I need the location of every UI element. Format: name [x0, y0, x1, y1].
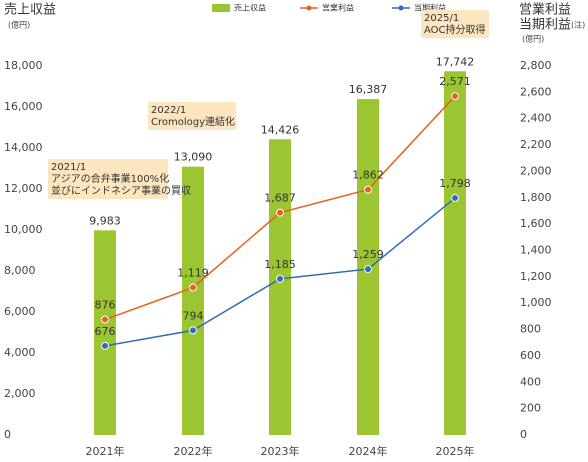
line-point: [189, 283, 197, 292]
y2-tick-label: 800: [520, 323, 541, 336]
y2-tick-label: 600: [520, 349, 541, 362]
y2-tick-label: 0: [520, 428, 527, 441]
bar-label: 9,983: [89, 214, 121, 227]
y2-tick-label: 1,000: [520, 296, 552, 309]
x-tick-label: 2025年: [436, 444, 475, 458]
y2-axis-unit: (億円): [522, 34, 544, 44]
line-label: 1,185: [264, 258, 296, 271]
bar: [182, 166, 204, 435]
bar-label: 17,742: [436, 55, 475, 68]
line-point: [451, 92, 459, 101]
legend-swatch: [398, 5, 404, 11]
line-point: [451, 194, 459, 203]
line-label: 676: [95, 325, 116, 338]
y2-tick-label: 2,800: [520, 59, 552, 72]
line-point: [364, 185, 372, 194]
annotation-text: アジアの合弁事業100%化: [51, 172, 169, 185]
annotation-box: [421, 10, 489, 38]
y2-tick-label: 1,200: [520, 270, 552, 283]
line-point: [101, 315, 109, 324]
y2-tick-label: 1,400: [520, 244, 552, 257]
legend-label: 営業利益: [322, 3, 354, 13]
annotation-box: [48, 159, 168, 199]
x-tick-label: 2022年: [174, 444, 213, 458]
y-tick-label: 14,000: [4, 141, 43, 154]
line-point: [101, 341, 109, 350]
y-tick-label: 6,000: [4, 305, 36, 318]
bar-label: 13,090: [174, 151, 213, 164]
legend-swatch: [212, 4, 230, 12]
y2-axis-title: 当期利益: [519, 18, 571, 33]
y-axis-title: 売上収益: [4, 2, 56, 18]
x-tick-label: 2021年: [86, 444, 125, 458]
y-tick-label: 0: [4, 428, 11, 441]
y2-axis-note: (注): [571, 20, 585, 30]
annotation-text: AOC持分取得: [424, 23, 486, 36]
line-point: [276, 208, 284, 217]
y2-axis-title: 営業利益: [519, 2, 571, 18]
bar-label: 16,387: [349, 83, 388, 96]
line-point: [364, 265, 372, 274]
y2-tick-label: 2,400: [520, 112, 552, 125]
legend-label: 売上収益: [234, 3, 266, 13]
y-axis-unit: (億円): [8, 20, 30, 30]
annotation-text: 並びにインドネシア事業の買収: [51, 184, 191, 197]
y-tick-label: 12,000: [4, 182, 43, 195]
annotation-text: 2022/1: [151, 105, 186, 116]
y2-tick-label: 2,000: [520, 164, 552, 177]
line-label: 1,862: [352, 169, 384, 182]
y-tick-label: 18,000: [4, 59, 43, 72]
line-point: [276, 274, 284, 283]
y-tick-label: 2,000: [4, 387, 36, 400]
line-label: 876: [95, 299, 116, 312]
x-tick-label: 2023年: [261, 444, 300, 458]
annotation-text: Cromology連結化: [151, 115, 235, 128]
line-label: 1,119: [177, 267, 209, 280]
y2-tick-label: 1,600: [520, 217, 552, 230]
y2-tick-label: 2,200: [520, 138, 552, 151]
x-tick-label: 2024年: [349, 444, 388, 458]
legend-swatch: [306, 5, 312, 11]
annotation-text: 2021/1: [51, 162, 86, 173]
y-tick-label: 16,000: [4, 100, 43, 113]
y2-tick-label: 1,800: [520, 191, 552, 204]
y-tick-label: 10,000: [4, 223, 43, 236]
bar: [269, 139, 291, 435]
annotation-box: [148, 102, 236, 130]
line-label: 2,571: [439, 75, 471, 88]
line-point: [189, 326, 197, 335]
line-label: 1,687: [264, 192, 296, 205]
bar: [444, 71, 466, 435]
line-label: 794: [183, 309, 204, 322]
y-tick-label: 8,000: [4, 264, 36, 277]
annotation-text: 2025/1: [424, 13, 459, 24]
bar: [94, 230, 116, 435]
line-label: 1,798: [439, 177, 471, 190]
y2-tick-label: 2,600: [520, 85, 552, 98]
legend-label: 当期利益: [414, 3, 446, 13]
y2-tick-label: 200: [520, 402, 541, 415]
bar-label: 14,426: [261, 123, 300, 136]
y-tick-label: 4,000: [4, 346, 36, 359]
line-label: 1,259: [352, 248, 384, 261]
y2-tick-label: 400: [520, 375, 541, 388]
